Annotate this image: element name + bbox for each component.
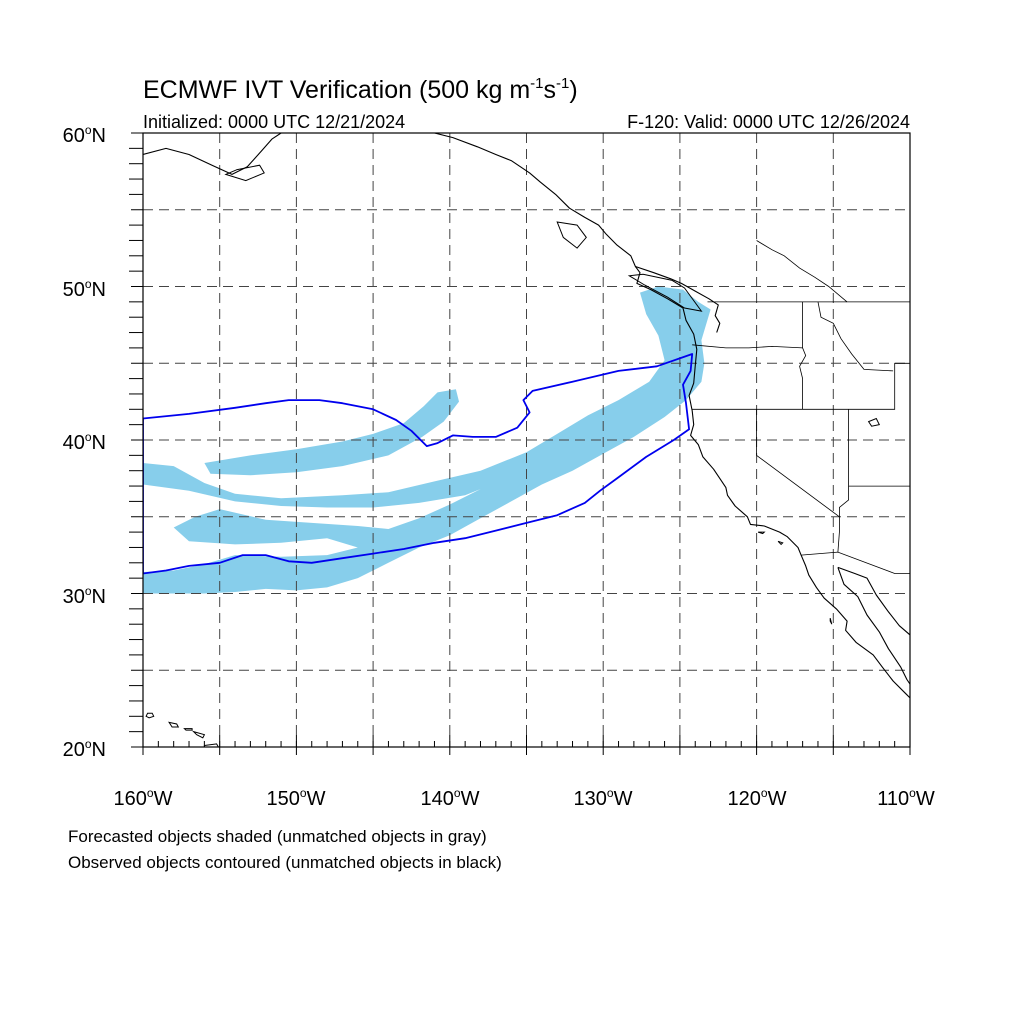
forecast-object-2	[204, 389, 459, 476]
title-exponent-1: -1	[530, 75, 543, 92]
footnote-observed: Observed objects contoured (unmatched ob…	[68, 853, 502, 872]
border-7	[839, 486, 849, 517]
border-4	[692, 362, 910, 410]
init-time-label: Initialized: 0000 UTC 12/21/2024	[143, 112, 405, 132]
island-4	[191, 730, 206, 739]
island-3	[183, 728, 193, 731]
lat-label-40: 40oN	[63, 430, 106, 454]
coastline-3	[837, 567, 910, 685]
latitude-labels: 60oN 50oN 40oN 30oN 20oN	[63, 123, 106, 761]
coastline-4	[837, 566, 910, 636]
axis-ticks-layer	[129, 132, 911, 755]
title-mid: s	[544, 76, 557, 104]
lat-label-30: 30oN	[63, 584, 106, 608]
border-8	[801, 551, 910, 574]
lon-label-120: 120oW	[728, 786, 787, 810]
border-10	[756, 240, 848, 303]
longitude-labels: 160oW 150oW 140oW 130oW 120oW 110oW	[114, 786, 935, 810]
title-exponent-2: -1	[556, 75, 569, 92]
island-9	[757, 531, 766, 535]
lon-label-140: 140oW	[421, 786, 480, 810]
island-8	[224, 164, 265, 182]
border-9	[817, 301, 894, 372]
lon-label-110: 110oW	[877, 786, 935, 810]
footnote-forecast: Forecasted objects shaded (unmatched obj…	[68, 827, 487, 846]
lat-label-50: 50oN	[63, 277, 106, 301]
lon-label-130: 130oW	[574, 786, 633, 810]
coastline-layer	[143, 133, 910, 747]
title-main: ECMWF IVT Verification (500 kg m	[143, 76, 530, 104]
valid-time-label: F-120: Valid: 0000 UTC 12/26/2024	[627, 112, 910, 132]
island-11	[829, 617, 833, 625]
map-title: ECMWF IVT Verification (500 kg m-1s-1)	[143, 75, 578, 104]
lon-label-150: 150oW	[267, 786, 326, 810]
island-10	[777, 540, 784, 546]
island-5	[203, 743, 219, 747]
border-6	[848, 409, 910, 487]
coastline-2	[434, 133, 910, 699]
island-6	[627, 273, 703, 312]
coastline-5	[635, 265, 721, 333]
island-7	[556, 221, 587, 249]
coastline-1	[143, 133, 282, 175]
lat-label-20: 20oN	[63, 737, 106, 761]
gridlines-layer	[143, 133, 910, 747]
lon-label-160: 160oW	[114, 786, 173, 810]
island-2	[168, 721, 180, 728]
island-12	[867, 417, 881, 427]
border-5	[756, 409, 840, 553]
border-2	[692, 344, 803, 349]
border-3	[799, 301, 807, 410]
island-1	[145, 712, 155, 719]
lat-label-60: 60oN	[63, 123, 106, 147]
title-end: )	[569, 76, 577, 104]
observed-objects-layer	[143, 353, 694, 575]
observed-object-1	[143, 353, 694, 575]
